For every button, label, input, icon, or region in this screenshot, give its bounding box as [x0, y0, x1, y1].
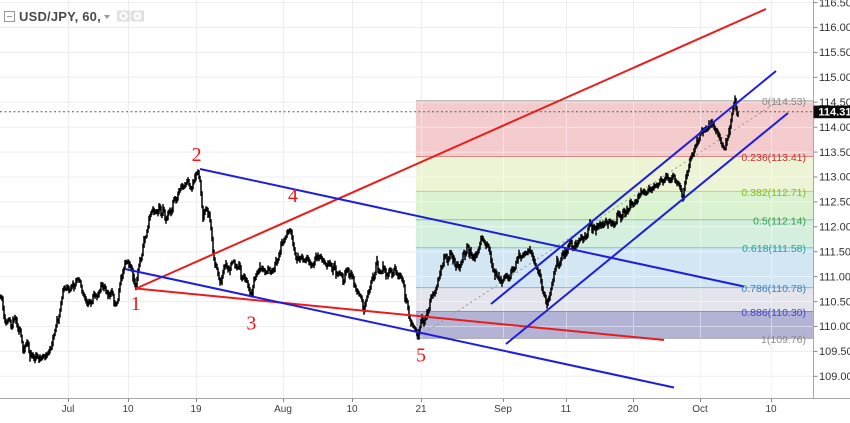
- svg-text:1(109.76): 1(109.76): [761, 334, 806, 346]
- svg-text:0.886(110.30): 0.886(110.30): [741, 307, 806, 319]
- svg-text:10: 10: [346, 404, 358, 415]
- svg-text:0.618(111.58): 0.618(111.58): [742, 243, 806, 255]
- svg-text:2: 2: [192, 144, 202, 166]
- svg-text:21: 21: [415, 404, 427, 415]
- svg-text:10: 10: [122, 404, 134, 415]
- svg-text:3: 3: [246, 313, 256, 335]
- svg-text:Oct: Oct: [692, 404, 708, 415]
- svg-text:114.31: 114.31: [818, 107, 850, 119]
- svg-text:114.00: 114.00: [819, 122, 850, 134]
- svg-text:20: 20: [627, 404, 639, 415]
- svg-text:Jul: Jul: [62, 404, 75, 415]
- svg-text:116.50: 116.50: [819, 0, 850, 9]
- svg-text:109.00: 109.00: [819, 371, 850, 383]
- svg-text:USD/JPY, 60,: USD/JPY, 60,: [19, 9, 101, 24]
- svg-text:110.50: 110.50: [819, 296, 850, 308]
- svg-text:0.382(112.71): 0.382(112.71): [741, 187, 806, 199]
- svg-text:0(114.53): 0(114.53): [762, 96, 806, 108]
- svg-text:19: 19: [190, 404, 202, 415]
- svg-text:0.236(113.41): 0.236(113.41): [741, 152, 806, 164]
- svg-text:109.50: 109.50: [819, 346, 850, 358]
- svg-text:0.5(112.14): 0.5(112.14): [753, 215, 806, 227]
- svg-text:111.50: 111.50: [819, 246, 850, 258]
- svg-text:112.00: 112.00: [819, 222, 850, 234]
- svg-text:0.786(110.78): 0.786(110.78): [741, 283, 806, 295]
- svg-text:110.00: 110.00: [819, 321, 850, 333]
- svg-text:11: 11: [561, 404, 572, 415]
- svg-text:Aug: Aug: [274, 404, 292, 415]
- svg-text:113.50: 113.50: [819, 147, 850, 159]
- svg-text:112.50: 112.50: [819, 197, 850, 209]
- svg-text:5: 5: [416, 345, 426, 367]
- svg-text:116.00: 116.00: [819, 22, 850, 34]
- svg-text:111.00: 111.00: [819, 271, 850, 283]
- svg-text:1: 1: [131, 293, 141, 315]
- svg-text:113.00: 113.00: [819, 172, 850, 184]
- svg-text:4: 4: [288, 185, 298, 207]
- svg-text:10: 10: [765, 404, 777, 415]
- svg-text:Sep: Sep: [494, 404, 512, 415]
- svg-text:115.00: 115.00: [819, 72, 850, 84]
- svg-text:115.50: 115.50: [819, 47, 850, 59]
